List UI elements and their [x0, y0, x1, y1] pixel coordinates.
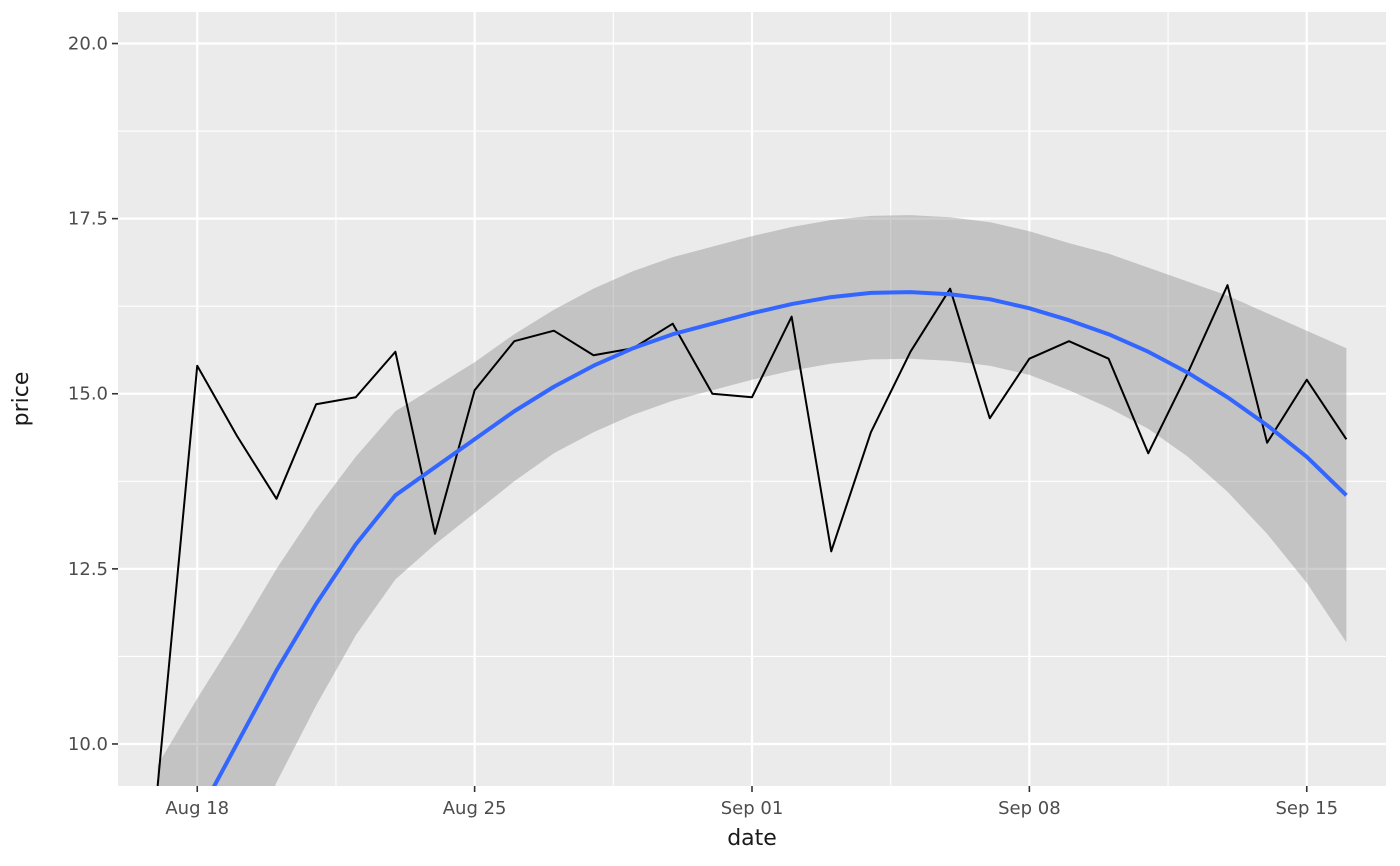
confidence-ribbon — [157, 215, 1347, 786]
price-line — [156, 284, 1348, 786]
x-tick-label: Sep 01 — [721, 798, 784, 819]
x-tick-label: Aug 25 — [443, 798, 507, 819]
y-tick-label: 15.0 — [68, 384, 108, 405]
y-axis-title: price — [9, 372, 34, 427]
y-tick-label: 20.0 — [68, 34, 108, 55]
x-axis-title: date — [727, 826, 777, 851]
x-tick-label: Sep 15 — [1275, 798, 1338, 819]
y-tick-label: 17.5 — [68, 209, 108, 230]
y-tick-label: 12.5 — [68, 559, 108, 580]
x-tick-label: Sep 08 — [998, 798, 1061, 819]
x-tick-label: Aug 18 — [165, 798, 229, 819]
smooth-line — [211, 290, 1348, 786]
y-tick-label: 10.0 — [68, 734, 108, 755]
